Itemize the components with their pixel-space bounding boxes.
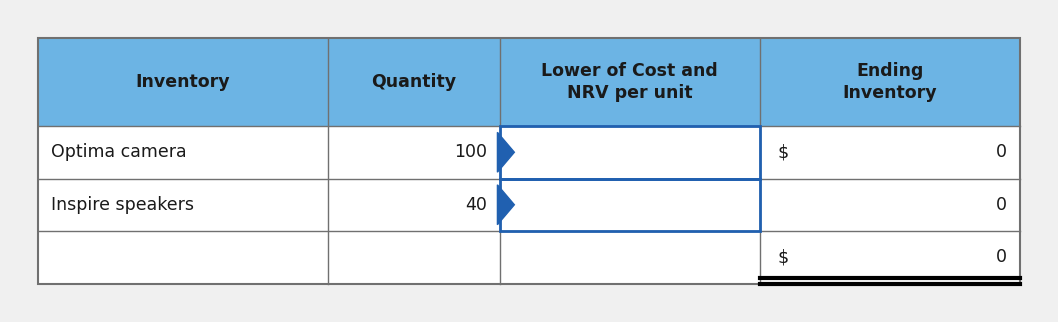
Polygon shape — [497, 132, 514, 172]
Text: Inspire speakers: Inspire speakers — [51, 196, 194, 214]
Text: 0: 0 — [997, 143, 1007, 161]
Text: Ending
Inventory: Ending Inventory — [842, 62, 937, 102]
Bar — [38, 231, 1020, 283]
Bar — [38, 38, 1020, 126]
Text: Optima camera: Optima camera — [51, 143, 186, 161]
Bar — [38, 178, 1020, 231]
Bar — [499, 178, 760, 231]
Text: 0: 0 — [997, 196, 1007, 214]
Text: 0: 0 — [997, 248, 1007, 266]
Bar — [38, 126, 1020, 178]
Text: Quantity: Quantity — [371, 73, 456, 91]
Text: 100: 100 — [454, 143, 487, 161]
Text: Inventory: Inventory — [135, 73, 231, 91]
Text: $: $ — [778, 143, 789, 161]
Text: $: $ — [778, 248, 789, 266]
Polygon shape — [497, 185, 514, 225]
Text: 40: 40 — [464, 196, 487, 214]
Bar — [499, 126, 760, 178]
Text: Lower of Cost and
NRV per unit: Lower of Cost and NRV per unit — [542, 62, 718, 102]
Bar — [38, 38, 1020, 283]
